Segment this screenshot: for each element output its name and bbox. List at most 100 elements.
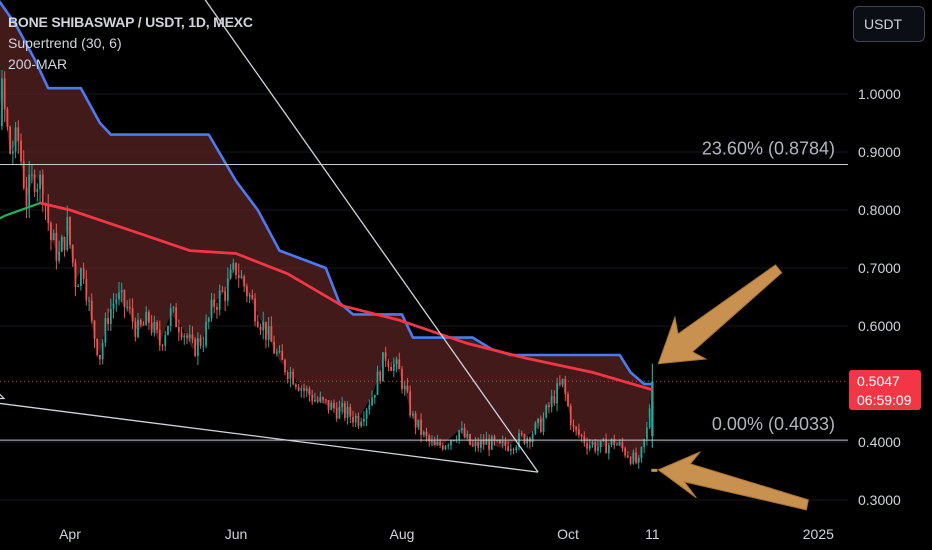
y-tick-label: 0.7000 xyxy=(858,260,901,276)
candle-body xyxy=(22,161,25,189)
candle-body xyxy=(371,397,373,406)
candle-body xyxy=(158,329,161,346)
candle-body xyxy=(88,300,90,302)
candle-body xyxy=(3,78,6,110)
candle-body xyxy=(11,151,14,154)
candle-body xyxy=(118,292,120,300)
candle-body xyxy=(458,430,461,440)
legend-moving-average[interactable]: 200-MAR xyxy=(8,56,68,72)
candle-body xyxy=(605,439,607,454)
candle-body xyxy=(20,140,22,162)
candle-body xyxy=(420,419,422,435)
candle-body xyxy=(55,232,58,261)
candle-body xyxy=(384,352,387,362)
last-candle xyxy=(651,381,654,437)
candle-body xyxy=(512,449,515,451)
candle-body xyxy=(167,325,169,335)
candle-body xyxy=(17,127,20,141)
candle-body xyxy=(281,350,284,360)
candle-body xyxy=(363,418,365,422)
candle-body xyxy=(284,359,286,373)
candle-body xyxy=(128,307,131,309)
candle-body xyxy=(63,236,66,250)
candle-body xyxy=(330,403,333,411)
candle-body xyxy=(422,431,425,435)
candle-body xyxy=(311,395,314,402)
candle-body xyxy=(221,290,224,292)
candle-body xyxy=(254,298,256,322)
candle-body xyxy=(368,405,371,410)
candle-body xyxy=(161,345,164,347)
candle-body xyxy=(471,444,474,446)
candle-body xyxy=(58,251,61,261)
candles-layer xyxy=(0,69,654,469)
candle-body xyxy=(292,371,295,385)
candle-body xyxy=(101,342,104,360)
candle-body xyxy=(341,403,344,407)
candle-body xyxy=(126,307,129,309)
candle-body xyxy=(586,443,588,449)
candle-body xyxy=(477,442,480,448)
candle-body xyxy=(346,406,349,418)
candle-body xyxy=(531,433,534,443)
candle-body xyxy=(90,300,93,321)
candle-body xyxy=(197,338,199,356)
candle-body xyxy=(460,428,463,431)
candle-body xyxy=(406,385,409,392)
candle-body xyxy=(169,308,172,326)
candle-body xyxy=(504,441,507,446)
candle-body xyxy=(354,416,357,423)
candle-body xyxy=(629,457,632,464)
candle-body xyxy=(99,354,101,360)
candle-body xyxy=(156,322,158,330)
legend-symbol[interactable]: BONE SHIBASWAP / USDT, 1D, MEXC xyxy=(8,14,253,30)
candle-body xyxy=(66,217,69,250)
candle-body xyxy=(409,391,412,416)
candle-body xyxy=(572,425,575,427)
candle-body xyxy=(278,350,281,353)
trend-line[interactable] xyxy=(182,0,539,473)
candle-body xyxy=(96,338,99,355)
annotation-arrow[interactable] xyxy=(657,264,783,365)
candle-body xyxy=(599,440,602,448)
candle-body xyxy=(632,452,635,464)
trend-line[interactable] xyxy=(0,399,539,473)
candle-body xyxy=(594,442,597,451)
candle-body xyxy=(273,341,275,354)
candle-body xyxy=(172,307,175,309)
candle-body xyxy=(36,188,39,192)
candle-body xyxy=(444,446,447,450)
annotation-arrow[interactable] xyxy=(657,451,809,511)
candle-body xyxy=(575,426,578,430)
candle-body xyxy=(618,442,621,445)
candle-body xyxy=(577,429,580,435)
candle-body xyxy=(567,394,569,406)
candle-body xyxy=(142,324,145,326)
candle-body xyxy=(74,262,77,288)
candle-body xyxy=(490,436,493,450)
candle-body xyxy=(69,217,71,245)
candle-body xyxy=(403,385,406,390)
candle-body xyxy=(463,428,466,438)
candle-body xyxy=(194,339,197,356)
currency-button[interactable]: USDT xyxy=(853,6,925,42)
fib-level-label: 0.00% (0.4033) xyxy=(712,414,835,434)
candle-body xyxy=(265,321,267,340)
candle-body xyxy=(115,299,118,304)
candle-body xyxy=(14,127,17,152)
candle-body xyxy=(180,332,183,338)
candle-body xyxy=(248,295,251,297)
candle-body xyxy=(134,321,137,337)
candle-body xyxy=(207,318,210,322)
candle-body xyxy=(243,276,246,287)
candle-body xyxy=(1,78,3,127)
candle-body xyxy=(558,383,561,385)
legend-supertrend[interactable]: Supertrend (30, 6) xyxy=(8,35,122,51)
candle-body xyxy=(648,408,651,428)
candle-body xyxy=(28,174,31,207)
candle-body xyxy=(104,318,107,343)
bar-countdown: 06:59:09 xyxy=(857,392,912,408)
candle-body xyxy=(224,291,227,301)
